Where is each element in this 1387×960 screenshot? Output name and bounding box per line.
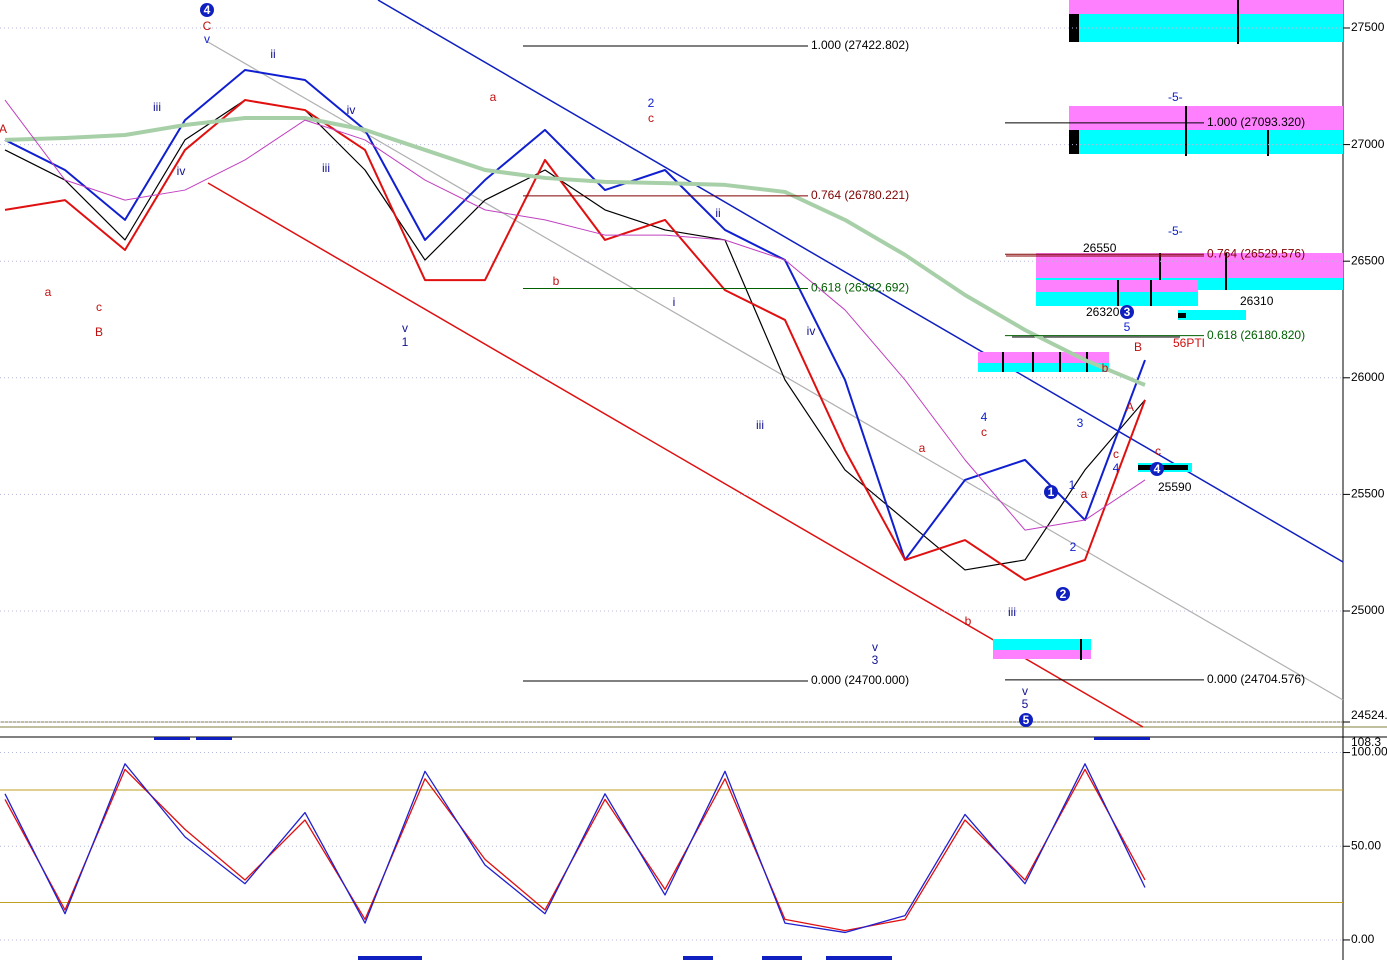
wave-label: C <box>203 19 212 33</box>
wave-label: c <box>96 300 102 314</box>
series-line <box>4 99 1146 571</box>
wave-label: 3 <box>1077 416 1084 430</box>
wave-label: A <box>1126 400 1134 414</box>
wave-circle <box>1019 713 1033 727</box>
y-tick-label: 108.3 <box>1351 735 1381 749</box>
y-tick-label: 24524. <box>1351 708 1387 722</box>
wave-label: 5 <box>1022 697 1029 711</box>
fib-label: 1.000 (27093.320) <box>1207 115 1305 129</box>
wave-label: a <box>1081 487 1088 501</box>
target-boxes <box>154 0 1343 960</box>
channel-mid <box>207 41 1344 701</box>
y-tick-label: 25000 <box>1351 603 1385 617</box>
wave-label: v <box>1022 684 1028 698</box>
wave-circle-label: 2 <box>1060 587 1067 601</box>
wave-circle <box>1056 587 1070 601</box>
note: 25590 <box>1158 480 1192 494</box>
note: -5- <box>1168 224 1183 238</box>
wave-label: B <box>1134 340 1142 354</box>
wave-label: c <box>648 111 654 125</box>
wave-label: 4 <box>981 410 988 424</box>
wave-label: ii <box>270 47 275 61</box>
fib-label: 0.764 (26529.576) <box>1207 246 1305 260</box>
y-tick-label: 25500 <box>1351 487 1385 501</box>
y-tick-label: 50.00 <box>1351 838 1381 852</box>
fib-label: 0.000 (24704.576) <box>1207 672 1305 686</box>
wave-label: v <box>402 321 408 335</box>
y-tick-label: 26000 <box>1351 370 1385 384</box>
series-line <box>4 99 1146 531</box>
y-tick-label: 26500 <box>1351 253 1385 267</box>
fib-label: 0.618 (26180.820) <box>1207 328 1305 342</box>
wave-label: v <box>872 640 878 654</box>
wave-label: 3 <box>872 653 879 667</box>
note: 26310 <box>1240 294 1274 308</box>
y-tick-label: 27500 <box>1351 20 1385 34</box>
note: 26550 <box>1083 241 1117 255</box>
wave-label: 4 <box>1113 461 1120 475</box>
y-tick-label: 100.00 <box>1351 745 1387 759</box>
wave-circle-label: 4 <box>1154 462 1161 476</box>
wave-label: A <box>0 122 7 136</box>
wave-label: iii <box>322 161 330 175</box>
wave-circle-label: 4 <box>204 3 211 17</box>
y-tick-label: 27000 <box>1351 137 1385 151</box>
wave-label: 1 <box>1069 478 1076 492</box>
series-line <box>4 99 1146 581</box>
wave-label: iii <box>756 418 764 432</box>
wave-label: iv <box>347 103 356 117</box>
wave-circle <box>200 3 214 17</box>
note: 56PTI <box>1173 336 1205 350</box>
fib-label: 0.618 (26382.692) <box>811 281 909 295</box>
wave-label: c <box>1155 444 1161 458</box>
y-tick-label: 0.00 <box>1351 932 1375 946</box>
wave-circle-label: 5 <box>1023 713 1030 727</box>
wave-label: a <box>919 441 926 455</box>
series-line <box>4 116 1146 387</box>
wave-label: 5 <box>1124 320 1131 334</box>
fib-label: 0.000 (24700.000) <box>811 673 909 687</box>
note: -5- <box>1168 90 1183 104</box>
wave-label: 2 <box>648 96 655 110</box>
wave-label: c <box>1113 447 1119 461</box>
wave-label: iii <box>1008 605 1016 619</box>
channel-lower <box>207 182 1144 728</box>
wave-label: b <box>965 614 972 628</box>
wave-label: B <box>95 325 103 339</box>
wave-label: ii <box>715 206 720 220</box>
wave-label: b <box>553 274 560 288</box>
wave-circle-label: 3 <box>1124 305 1131 319</box>
wave-circle <box>1120 305 1134 319</box>
wave-label: i <box>673 295 676 309</box>
wave-label: 2 <box>1070 540 1077 554</box>
wave-circle <box>1150 462 1164 476</box>
note: 26320 <box>1086 305 1120 319</box>
series-line <box>4 68 1146 561</box>
wave-circle-label: 1 <box>1048 485 1055 499</box>
wave-label: a <box>45 285 52 299</box>
fib-label: 0.764 (26780.221) <box>811 188 909 202</box>
wave-label: iii <box>153 100 161 114</box>
fib-label: 1.000 (27422.802) <box>811 38 909 52</box>
wave-label: 1 <box>402 335 409 349</box>
wave-label: iv <box>177 164 186 178</box>
wave-label: v <box>204 32 210 46</box>
wave-label: c <box>981 425 987 439</box>
wave-label: a <box>490 90 497 104</box>
series-line <box>4 763 1146 934</box>
wave-label: b <box>1102 361 1109 375</box>
wave-circle <box>1044 485 1058 499</box>
wave-label: iv <box>807 324 816 338</box>
